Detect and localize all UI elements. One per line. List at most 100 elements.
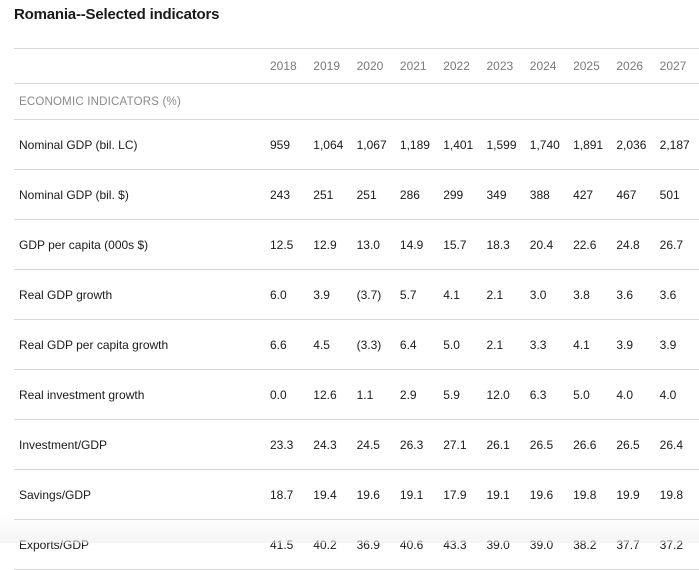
value-cell: 243 — [266, 169, 310, 220]
value-cell: 0.0 — [266, 369, 310, 420]
value-cell: 15.7 — [439, 219, 483, 270]
value-cell: 14.9 — [395, 219, 440, 270]
value-cell: 12.5 — [266, 219, 310, 270]
value-cell: 2.9 — [395, 369, 440, 420]
year-header: 2024 — [525, 48, 570, 84]
value-cell: 6.3 — [525, 369, 570, 420]
value-cell: 26.4 — [655, 419, 699, 470]
indicators-table: 2018 2019 2020 2021 2022 2023 2024 2025 2026 2027… — [14, 48, 699, 570]
year-header: 2018 — [266, 48, 310, 84]
value-cell: 6.6 — [266, 319, 310, 370]
value-cell: 12.0 — [482, 369, 526, 420]
row-label: Nominal GDP (bil. LC) — [14, 119, 266, 170]
value-cell: 38.2 — [569, 519, 613, 570]
value-cell: 19.1 — [395, 469, 440, 520]
year-header: 2020 — [352, 48, 396, 84]
value-cell: 19.6 — [352, 469, 396, 520]
year-header: 2019 — [309, 48, 353, 84]
table-header: 2018 2019 2020 2021 2022 2023 2024 2025 2026 2027 — [14, 48, 699, 84]
value-cell: 12.6 — [309, 369, 353, 420]
value-cell: 427 — [569, 169, 613, 220]
value-cell: 2.1 — [482, 269, 526, 320]
value-cell: 1,740 — [525, 119, 570, 170]
value-cell: 19.8 — [569, 469, 613, 520]
table-row: Nominal GDP (bil. LC) 959 1,064 1,067 1,189 1… — [14, 119, 699, 170]
value-cell: 4.0 — [612, 369, 656, 420]
value-cell: 5.9 — [439, 369, 483, 420]
value-cell: 26.1 — [482, 419, 526, 470]
value-cell: 5.7 — [395, 269, 440, 320]
value-cell: 5.0 — [439, 319, 483, 370]
row-label: Real GDP growth — [14, 269, 266, 320]
value-cell: 1,189 — [395, 119, 440, 170]
value-cell: 388 — [525, 169, 570, 220]
header-row: 2018 2019 2020 2021 2022 2023 2024 2025 2026 2027 — [14, 48, 699, 84]
value-cell: 1,599 — [482, 119, 526, 170]
value-cell: 3.6 — [612, 269, 656, 320]
value-cell: 349 — [482, 169, 526, 220]
value-cell: 27.1 — [439, 419, 483, 470]
value-cell: 3.9 — [612, 319, 656, 370]
row-label: Real investment growth — [14, 369, 266, 420]
value-cell: 26.3 — [395, 419, 440, 470]
table-row: Savings/GDP 18.7 19.4 19.6 19.1 17.9 19.1 19.6 1… — [14, 469, 699, 520]
value-cell: 501 — [655, 169, 699, 220]
value-cell: 12.9 — [309, 219, 353, 270]
value-cell: 6.4 — [395, 319, 440, 370]
row-label: Investment/GDP — [14, 419, 266, 470]
row-label: Real GDP per capita growth — [14, 319, 266, 370]
year-header: 2025 — [569, 48, 613, 84]
value-cell: 1,064 — [309, 119, 353, 170]
value-cell: 19.8 — [655, 469, 699, 520]
year-header: 2027 — [655, 48, 699, 84]
indicators-table-container: 2018 2019 2020 2021 2022 2023 2024 2025 2026 2027… — [14, 48, 699, 570]
value-cell: 41.5 — [266, 519, 310, 570]
year-header: 2022 — [439, 48, 483, 84]
value-cell: 2.1 — [482, 319, 526, 370]
value-cell: 1,891 — [569, 119, 613, 170]
section-row: ECONOMIC INDICATORS (%) — [14, 83, 699, 120]
value-cell: 39.0 — [525, 519, 570, 570]
value-cell: 1,401 — [439, 119, 483, 170]
value-cell: 3.9 — [655, 319, 699, 370]
value-cell: 1.1 — [352, 369, 396, 420]
value-cell: 4.0 — [655, 369, 699, 420]
value-cell: 959 — [266, 119, 310, 170]
table-row: Exports/GDP 41.5 40.2 36.9 40.6 43.3 39.0 39.0 3… — [14, 519, 699, 570]
value-cell: 251 — [352, 169, 396, 220]
value-cell: 17.9 — [439, 469, 483, 520]
value-cell: 4.5 — [309, 319, 353, 370]
value-cell: 1,067 — [352, 119, 396, 170]
value-cell: 3.6 — [655, 269, 699, 320]
value-cell: 2,036 — [612, 119, 656, 170]
value-cell: 20.4 — [525, 219, 570, 270]
section-label: ECONOMIC INDICATORS (%) — [14, 83, 699, 120]
value-cell: 26.6 — [569, 419, 613, 470]
value-cell: 251 — [309, 169, 353, 220]
value-cell: (3.3) — [352, 319, 396, 370]
value-cell: 299 — [439, 169, 483, 220]
value-cell: 26.7 — [655, 219, 699, 270]
value-cell: 5.0 — [569, 369, 613, 420]
table-row: Real investment growth 0.0 12.6 1.1 2.9 5.9 12… — [14, 369, 699, 420]
value-cell: 36.9 — [352, 519, 396, 570]
row-label: Nominal GDP (bil. $) — [14, 169, 266, 220]
value-cell: 6.0 — [266, 269, 310, 320]
value-cell: 37.7 — [612, 519, 656, 570]
row-label: GDP per capita (000s $) — [14, 219, 266, 270]
value-cell: 24.3 — [309, 419, 353, 470]
table-row: GDP per capita (000s $) 12.5 12.9 13.0 14.9 1… — [14, 219, 699, 270]
value-cell: 3.8 — [569, 269, 613, 320]
value-cell: 13.0 — [352, 219, 396, 270]
value-cell: 4.1 — [569, 319, 613, 370]
value-cell: 18.7 — [266, 469, 310, 520]
value-cell: 19.6 — [525, 469, 570, 520]
year-header: 2021 — [395, 48, 440, 84]
value-cell: 26.5 — [612, 419, 656, 470]
value-cell: 24.5 — [352, 419, 396, 470]
page-title: Romania--Selected indicators — [14, 6, 220, 23]
value-cell: 23.3 — [266, 419, 310, 470]
value-cell: 19.9 — [612, 469, 656, 520]
value-cell: 24.8 — [612, 219, 656, 270]
year-header: 2026 — [612, 48, 656, 84]
